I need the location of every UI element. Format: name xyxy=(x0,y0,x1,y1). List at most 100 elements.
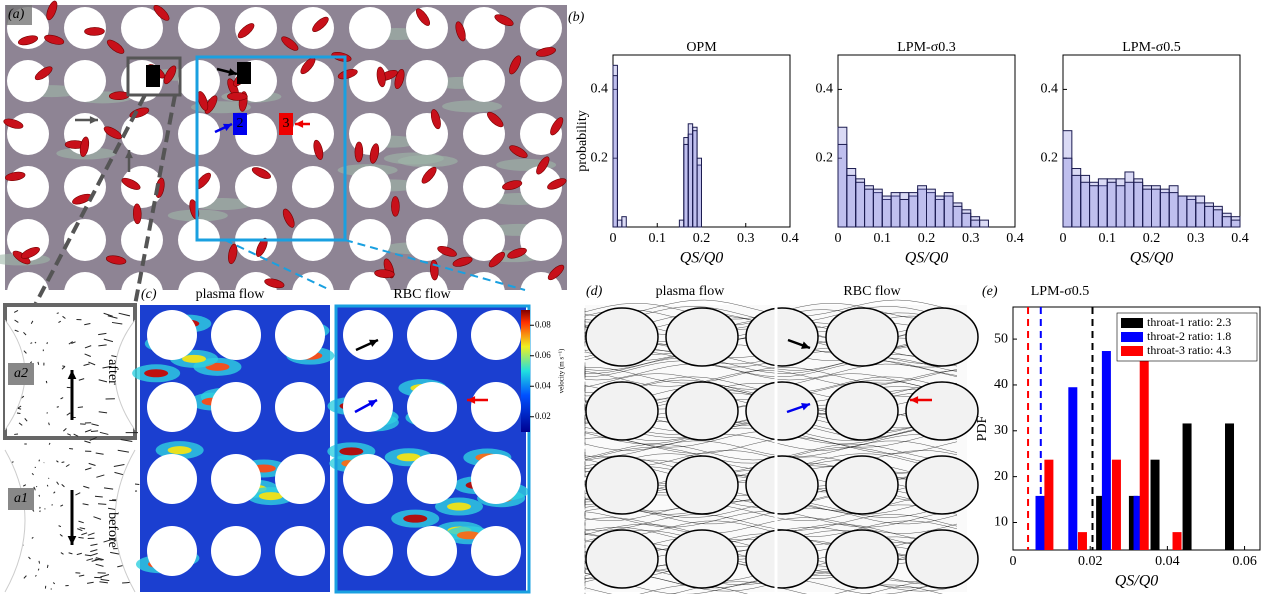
chart-title: LPM-σ0.5 xyxy=(1122,40,1181,55)
pore-solid xyxy=(586,456,658,514)
pore-solid xyxy=(292,113,334,155)
bar xyxy=(1173,532,1182,550)
pore-solid xyxy=(406,60,448,102)
figure: 0123(a)a2a1afterbefore (c)plasma flowRBC… xyxy=(0,0,1271,594)
pore-solid xyxy=(275,310,325,360)
hist-bar xyxy=(1125,182,1134,227)
hist-bar xyxy=(1222,217,1231,227)
colorbar-tick-label: 0.04 xyxy=(535,380,551,390)
chart-title: LPM-σ0.5 xyxy=(1031,284,1090,299)
pore-solid xyxy=(343,454,393,504)
hist-bar xyxy=(944,193,953,227)
pore-solid xyxy=(211,310,261,360)
hist-bar xyxy=(856,182,865,227)
bar xyxy=(1078,532,1087,550)
pore-solid xyxy=(666,308,738,366)
x-tick-label: 0.02 xyxy=(1078,554,1103,569)
pore-solid xyxy=(292,166,334,208)
x-tick-label: 0.2 xyxy=(918,231,936,246)
hist-bar xyxy=(900,199,909,227)
bar xyxy=(1225,423,1234,550)
hist-bar xyxy=(1116,186,1125,227)
velocity-zone xyxy=(182,355,206,363)
pore-solid xyxy=(586,308,658,366)
hist-bar xyxy=(688,124,692,227)
pore-solid xyxy=(463,60,505,102)
hist-bar xyxy=(865,189,874,227)
pore-solid xyxy=(121,219,163,261)
pore-solid xyxy=(826,530,898,588)
x-tick-label: 0.06 xyxy=(1232,554,1257,569)
hist-bar xyxy=(935,196,944,227)
bar xyxy=(1044,460,1053,550)
inset-note: after xyxy=(105,359,120,385)
y-tick-label: 10 xyxy=(994,515,1008,530)
inset-note: before xyxy=(105,512,120,548)
hist-bar xyxy=(927,189,936,227)
pore-solid xyxy=(406,7,448,49)
y-tick-label: 0.4 xyxy=(816,82,834,97)
pore-solid xyxy=(7,60,49,102)
legend-swatch xyxy=(1121,346,1143,356)
x-tick-label: 0.4 xyxy=(1006,231,1024,246)
hist-bar xyxy=(1107,182,1116,227)
hist-bar xyxy=(847,175,856,227)
x-tick-label: 0 xyxy=(610,231,617,246)
velocity-vector xyxy=(47,342,48,344)
pore-solid xyxy=(275,526,325,576)
pore-solid xyxy=(407,454,457,504)
x-tick-label: 0.2 xyxy=(693,231,711,246)
colorbar-label: velocity (m s⁻¹) xyxy=(558,348,566,393)
colorbar-tick-label: 0.06 xyxy=(535,350,551,360)
velocity-vector xyxy=(78,407,83,408)
pore-solid xyxy=(471,526,521,576)
hist-bar xyxy=(1081,182,1090,227)
pore-solid xyxy=(407,382,457,432)
red-cell xyxy=(391,196,399,216)
hist-bar xyxy=(613,76,617,227)
hist-bar xyxy=(1187,196,1196,227)
red-cell xyxy=(84,27,104,35)
pore-solid xyxy=(746,308,818,366)
colorbar-tick-label: 0.02 xyxy=(535,411,551,421)
pore-solid xyxy=(906,530,978,588)
velocity-vector xyxy=(39,460,40,462)
pore-solid xyxy=(147,382,197,432)
pore-solid xyxy=(211,454,261,504)
hist-bar xyxy=(1143,189,1152,227)
hist-bar xyxy=(971,220,980,227)
legend-swatch xyxy=(1121,318,1143,328)
pore-solid xyxy=(64,60,106,102)
hist-bar xyxy=(1213,210,1222,227)
sub-title: RBC flow xyxy=(393,287,451,302)
hist-bar xyxy=(1231,220,1240,227)
panel-d: (d)plasma flowRBC flow xyxy=(585,284,978,594)
velocity-zone xyxy=(168,446,192,454)
flow-band xyxy=(398,155,458,167)
hist-bar xyxy=(622,217,626,227)
velocity-vector xyxy=(91,431,98,432)
bar xyxy=(1183,423,1192,550)
panel-label: (a) xyxy=(8,7,25,22)
inset-tag: a1 xyxy=(14,491,28,506)
bar xyxy=(1151,460,1160,550)
sub-title: RBC flow xyxy=(843,284,901,299)
hist-bar xyxy=(962,213,971,227)
bar xyxy=(1112,460,1121,550)
pore-solid xyxy=(520,60,562,102)
x-axis-label: QS/Q0 xyxy=(680,250,724,267)
hist-bar xyxy=(980,220,989,227)
hist-bar xyxy=(1196,203,1205,227)
pore-solid xyxy=(471,310,521,360)
velocity-vector xyxy=(38,569,39,571)
x-tick-label: 0.2 xyxy=(1143,231,1161,246)
bar xyxy=(1068,387,1077,550)
hist-bar xyxy=(697,158,701,227)
hist-bar xyxy=(953,206,962,227)
hist-bar xyxy=(909,193,918,227)
sub-title: plasma flow xyxy=(656,284,726,299)
velocity-zone xyxy=(259,492,283,500)
chart-title: OPM xyxy=(686,40,717,55)
pore-solid xyxy=(471,454,521,504)
